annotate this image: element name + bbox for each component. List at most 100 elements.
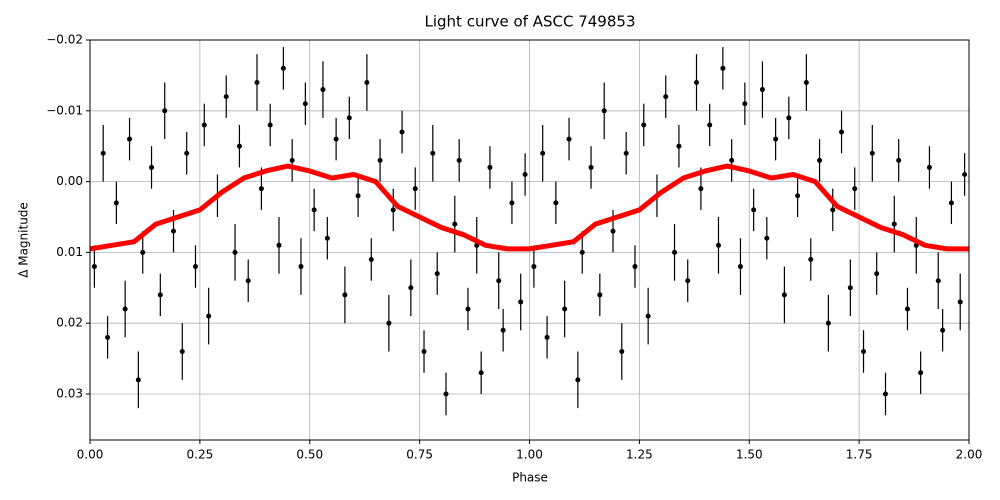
data-point — [192, 264, 198, 270]
data-point — [509, 200, 515, 206]
data-point — [456, 157, 462, 163]
y-tick-label: −0.02 — [46, 33, 83, 47]
y-tick-label: 0.00 — [56, 174, 83, 188]
data-point — [289, 157, 295, 163]
data-point — [852, 186, 858, 192]
y-axis-label: Δ Magnitude — [17, 202, 31, 278]
plot-area — [90, 47, 969, 416]
data-point — [421, 349, 427, 355]
data-point — [694, 79, 700, 85]
data-point — [839, 129, 845, 135]
data-point — [518, 299, 524, 305]
x-tick-label: 0.75 — [406, 448, 433, 462]
data-point — [610, 228, 616, 234]
data-point — [869, 150, 875, 156]
model-curve — [90, 163, 969, 252]
data-point — [566, 136, 572, 142]
y-tick-label: 0.03 — [56, 386, 83, 400]
data-point — [957, 299, 963, 305]
data-point — [324, 235, 330, 241]
data-point — [280, 65, 286, 71]
data-point — [737, 264, 743, 270]
data-point — [500, 327, 506, 333]
data-point — [179, 349, 185, 355]
data-point — [267, 122, 273, 128]
data-point — [707, 122, 713, 128]
data-point — [377, 157, 383, 163]
data-point — [452, 221, 458, 227]
y-tick-label: 0.02 — [56, 316, 83, 330]
data-point — [333, 136, 339, 142]
chart-title: Light curve of ASCC 749853 — [425, 13, 636, 31]
x-tick-label: 1.25 — [626, 448, 653, 462]
data-point — [105, 334, 111, 340]
y-tick-label: −0.01 — [46, 103, 83, 117]
data-point — [149, 164, 155, 170]
data-point — [940, 327, 946, 333]
data-point — [896, 157, 902, 163]
data-point — [764, 235, 770, 241]
data-point — [496, 278, 502, 284]
data-point — [386, 320, 392, 326]
data-point — [962, 172, 968, 178]
data-point — [487, 164, 493, 170]
data-point — [663, 94, 669, 100]
grid — [89, 39, 970, 440]
data-point — [676, 143, 682, 149]
data-point — [601, 108, 607, 114]
data-point — [540, 150, 546, 156]
data-point — [298, 264, 304, 270]
data-point — [803, 79, 809, 85]
data-point — [355, 193, 361, 199]
data-point — [553, 200, 559, 206]
data-point — [830, 207, 836, 213]
data-point — [478, 370, 484, 376]
x-tick-label: 1.00 — [516, 448, 543, 462]
data-point — [786, 115, 792, 121]
data-point — [254, 79, 260, 85]
data-point — [302, 101, 308, 107]
data-point — [232, 249, 238, 255]
x-tick-label: 0.50 — [296, 448, 323, 462]
data-point — [122, 306, 128, 312]
data-point — [597, 292, 603, 298]
x-tick-label: 0.25 — [187, 448, 214, 462]
data-point — [715, 242, 721, 248]
data-point — [135, 377, 141, 383]
data-point — [162, 108, 168, 114]
data-point — [926, 164, 932, 170]
data-point — [685, 278, 691, 284]
data-point — [847, 285, 853, 291]
data-point — [127, 136, 133, 142]
x-axis-label: Phase — [512, 471, 548, 485]
data-point — [346, 115, 352, 121]
data-point — [320, 87, 326, 93]
data-point — [645, 313, 651, 319]
data-point — [245, 278, 251, 284]
data-point — [720, 65, 726, 71]
data-point — [364, 79, 370, 85]
data-point — [276, 242, 282, 248]
data-point — [544, 334, 550, 340]
data-point — [623, 150, 629, 156]
data-point — [759, 87, 765, 93]
data-point — [157, 292, 163, 298]
data-point — [206, 313, 212, 319]
data-point — [430, 150, 436, 156]
data-point — [751, 207, 757, 213]
data-point — [882, 391, 888, 397]
x-tick-label: 0.00 — [77, 448, 104, 462]
data-point — [781, 292, 787, 298]
x-tick-label: 2.00 — [956, 448, 983, 462]
data-point — [522, 172, 528, 178]
data-point — [140, 249, 146, 255]
data-point — [184, 150, 190, 156]
data-point — [236, 143, 242, 149]
data-point — [672, 249, 678, 255]
data-point — [579, 249, 585, 255]
data-point — [729, 157, 735, 163]
data-point — [113, 200, 119, 206]
data-point — [368, 256, 374, 262]
